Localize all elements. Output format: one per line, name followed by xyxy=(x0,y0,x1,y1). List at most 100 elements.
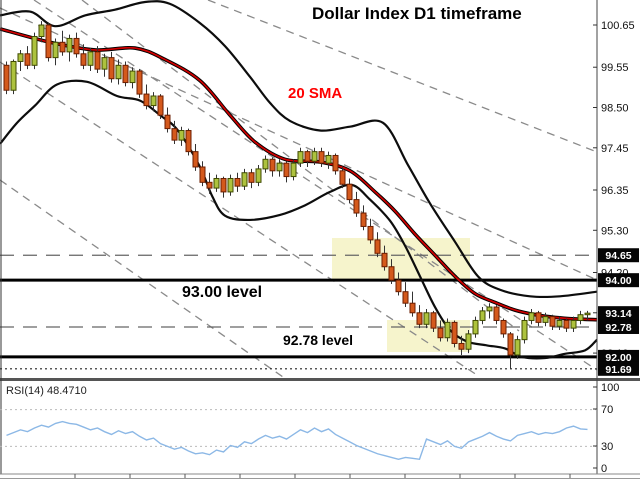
price-axis-label: 96.35 xyxy=(601,185,629,197)
bear-candle xyxy=(304,151,311,162)
bear-candle xyxy=(108,57,115,80)
pane-separator[interactable] xyxy=(0,378,640,381)
main-pane xyxy=(0,0,597,377)
price-badge-label: 92.00 xyxy=(605,352,631,364)
sma-line[interactable] xyxy=(0,28,597,321)
bull-candle xyxy=(584,312,591,316)
bear-candle xyxy=(430,312,437,329)
bull-candle xyxy=(10,60,17,91)
rsi-axis-label: 30 xyxy=(601,441,613,453)
bear-candle xyxy=(80,53,87,66)
bollinger-lower-band[interactable] xyxy=(0,79,597,360)
bull-candle xyxy=(213,177,220,189)
bull-candle xyxy=(472,319,479,335)
bull-candle xyxy=(556,319,563,327)
bull-candle xyxy=(423,312,430,325)
bear-candle xyxy=(59,41,66,53)
price-badge xyxy=(598,349,639,364)
bear-candle xyxy=(381,252,388,268)
bear-candle xyxy=(374,239,381,254)
price-axis-label: 97.45 xyxy=(601,143,629,155)
trendline[interactable] xyxy=(0,7,597,281)
rsi-indicator-label: RSI(14) 48.4710 xyxy=(6,385,87,397)
bear-candle xyxy=(45,24,52,59)
bear-candle xyxy=(395,279,402,293)
trendline[interactable] xyxy=(0,179,284,377)
bull-candle xyxy=(528,312,535,321)
bull-candle xyxy=(325,154,332,164)
rsi-axis-label: 70 xyxy=(601,404,613,416)
rsi-axis-label: 0 xyxy=(601,463,607,475)
bull-candle xyxy=(444,321,451,339)
price-badge-label: 94.00 xyxy=(605,275,631,287)
bear-candle xyxy=(493,306,500,321)
bear-candle xyxy=(500,319,507,335)
bear-candle xyxy=(332,154,339,172)
bull-candle xyxy=(276,162,283,172)
bull-candle xyxy=(465,333,472,350)
price-badge-label: 94.65 xyxy=(605,250,631,262)
price-badge-label: 93.14 xyxy=(605,308,631,320)
bear-candle xyxy=(248,172,255,183)
bear-candle xyxy=(339,170,346,185)
bear-candle xyxy=(73,37,80,55)
level-93-annotation: 93.00 level xyxy=(182,284,263,301)
sma-annotation: 20 SMA xyxy=(288,85,343,102)
bear-candle xyxy=(388,266,395,281)
bear-candle xyxy=(171,128,178,141)
bear-candle xyxy=(458,342,465,350)
bear-candle xyxy=(185,130,192,153)
rsi-line[interactable] xyxy=(6,420,588,461)
bull-candle xyxy=(570,319,577,329)
trendline[interactable] xyxy=(33,0,597,371)
bear-candle xyxy=(402,291,409,304)
bull-candle xyxy=(514,339,521,356)
bull-candle xyxy=(31,36,38,66)
price-axis: 100.6599.5598.5097.4596.3595.3094.2093.1… xyxy=(593,20,639,376)
bull-candle xyxy=(290,162,297,178)
price-badge xyxy=(598,248,639,263)
bull-candle xyxy=(52,41,59,59)
bear-candle xyxy=(164,114,171,130)
bear-candle xyxy=(535,312,542,323)
bull-candle xyxy=(297,151,304,164)
bear-candle xyxy=(360,212,367,227)
level-9278-annotation: 92.78 level xyxy=(283,332,354,348)
price-badge-label: 92.78 xyxy=(605,322,631,334)
bull-candle xyxy=(521,319,528,341)
bull-candle xyxy=(87,51,94,66)
price-axis-label: 98.50 xyxy=(601,103,629,115)
rsi-axis-label: 100 xyxy=(601,382,619,394)
bear-candle xyxy=(346,183,353,201)
sma-line-outline xyxy=(0,27,597,322)
bear-candle xyxy=(143,93,150,107)
bear-candle xyxy=(416,312,423,325)
price-badge-label: 91.69 xyxy=(605,364,631,376)
price-axis-label: 99.55 xyxy=(601,62,629,74)
bear-candle xyxy=(24,53,31,66)
bull-candle xyxy=(227,177,234,193)
bollinger-upper-band[interactable] xyxy=(0,0,597,299)
bear-candle xyxy=(234,177,241,187)
bull-candle xyxy=(101,57,108,70)
bull-candle xyxy=(486,306,493,312)
bear-candle xyxy=(283,162,290,178)
bear-candle xyxy=(409,302,416,314)
bull-candle xyxy=(255,168,262,183)
price-badge xyxy=(598,273,639,288)
price-badge xyxy=(598,361,639,376)
bear-candle xyxy=(157,95,164,116)
bear-candle xyxy=(192,151,199,168)
bull-candle xyxy=(17,53,24,62)
candles-layer xyxy=(3,21,591,369)
bull-candle xyxy=(178,130,185,141)
bear-candle xyxy=(507,333,514,356)
chart-title: Dollar Index D1 timeframe xyxy=(312,4,522,23)
bull-candle xyxy=(38,24,45,38)
price-axis-label: 100.65 xyxy=(601,20,635,32)
bull-candle xyxy=(262,158,269,170)
bear-candle xyxy=(451,321,458,344)
bull-candle xyxy=(311,151,318,162)
